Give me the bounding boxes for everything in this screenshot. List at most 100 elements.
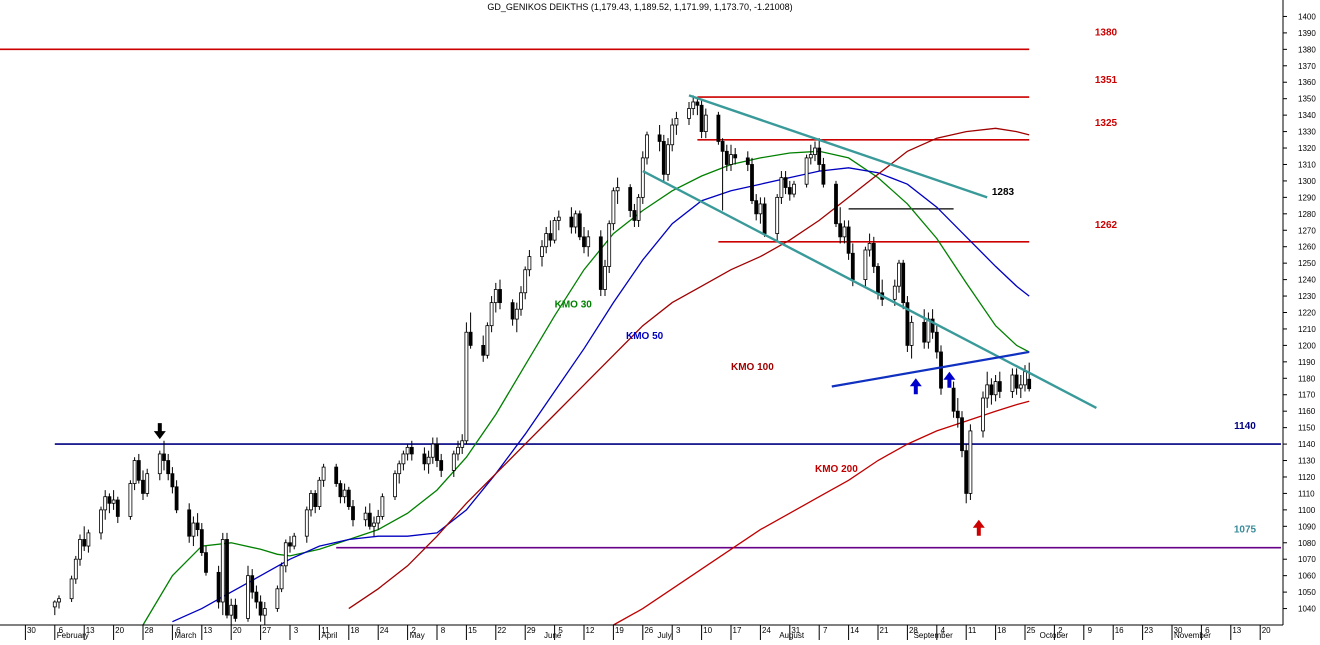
- candle-body: [111, 499, 116, 504]
- month-label: July: [657, 631, 671, 640]
- level-lines: 1380 1351 1325 1283 1262 1140 1075: [0, 27, 1281, 549]
- candle-body: [1027, 378, 1032, 390]
- candle-body: [733, 154, 738, 159]
- candle-body: [901, 262, 906, 304]
- candle-body: [309, 493, 313, 511]
- candle-body: [808, 154, 813, 159]
- y-tick-label: 1160: [1298, 407, 1316, 416]
- candle-body: [632, 210, 637, 221]
- candle-body: [1014, 374, 1019, 389]
- candle-body: [867, 243, 872, 251]
- x-tick-label: 15: [468, 626, 477, 635]
- candle-body: [817, 147, 822, 165]
- candle-body: [960, 417, 964, 452]
- candle-body: [909, 321, 914, 346]
- x-tick-label: 6: [176, 626, 181, 635]
- x-tick-label: 30: [1174, 626, 1183, 635]
- candle-body: [716, 114, 721, 142]
- x-tick-label: 7: [823, 626, 828, 635]
- moving-average-line: [142, 150, 1030, 626]
- candle-body: [892, 285, 897, 300]
- candle-body: [216, 571, 221, 603]
- candle-body: [338, 483, 343, 498]
- candle-body: [82, 539, 87, 547]
- candle-body: [409, 446, 414, 455]
- candle-body: [103, 496, 108, 511]
- candle-body: [199, 529, 204, 554]
- x-tick-label: 6: [59, 626, 64, 635]
- x-tick-label: 10: [703, 626, 712, 635]
- x-tick-label: 2: [1058, 626, 1063, 635]
- x-tick-label: 22: [497, 626, 506, 635]
- candle-body: [145, 473, 150, 494]
- x-tick-label: 12: [586, 626, 595, 635]
- candle-body: [481, 344, 486, 356]
- ma-label: KMO 30: [555, 300, 593, 311]
- candle-body: [905, 302, 910, 346]
- candle-body: [73, 558, 78, 580]
- ma-label: KMO 100: [731, 362, 774, 373]
- candle-body: [485, 325, 490, 356]
- candle-body: [430, 443, 435, 458]
- candle-body: [78, 539, 82, 560]
- candle-body: [456, 446, 460, 455]
- candle-body: [582, 236, 586, 248]
- month-label: February: [57, 631, 89, 640]
- candle-body: [493, 289, 498, 304]
- x-tick-label: 20: [115, 626, 124, 635]
- candle-body: [262, 608, 267, 616]
- candle-body: [510, 302, 515, 320]
- x-tick-label: 11: [968, 626, 977, 635]
- candle-body: [838, 223, 843, 238]
- month-label: August: [779, 631, 805, 640]
- candle-body: [141, 479, 145, 494]
- candle-body: [527, 256, 532, 271]
- y-tick-label: 1310: [1298, 160, 1316, 169]
- month-label: September: [914, 631, 953, 640]
- candle-body: [775, 196, 780, 234]
- y-tick-label: 1360: [1298, 78, 1316, 87]
- candle-body: [426, 456, 431, 465]
- candle-body: [645, 134, 649, 159]
- candle-body: [376, 516, 381, 524]
- candle-body: [930, 318, 935, 333]
- candle-body: [661, 141, 666, 175]
- candle-body: [636, 196, 641, 221]
- x-tick-label: 24: [380, 626, 389, 635]
- x-tick-label: 3: [676, 626, 681, 635]
- y-axis: 1040 1050 1060 1070 1080 1090 1100 1110 1120 1130…: [1282, 0, 1316, 625]
- ma-label: KMO 200: [815, 464, 858, 475]
- y-tick-label: 1290: [1298, 193, 1316, 202]
- candle-body: [552, 219, 557, 241]
- candle-body: [577, 213, 582, 238]
- candle-body: [724, 150, 729, 165]
- month-label: October: [1040, 631, 1069, 640]
- x-tick-label: 23: [1144, 626, 1153, 635]
- candle-body: [393, 473, 397, 498]
- candle-body: [162, 453, 166, 461]
- x-tick-label: 27: [262, 626, 271, 635]
- candle-body: [254, 591, 259, 603]
- y-tick-label: 1090: [1298, 522, 1316, 531]
- candle-body: [136, 460, 141, 481]
- candle-body: [346, 489, 351, 507]
- y-tick-label: 1190: [1298, 358, 1316, 367]
- y-tick-label: 1220: [1298, 309, 1316, 318]
- candle-body: [863, 249, 868, 281]
- level-label: 1351: [1095, 75, 1118, 86]
- candle-body: [850, 252, 855, 281]
- candle-body: [544, 233, 549, 248]
- candle-body: [195, 522, 200, 531]
- y-tick-label: 1070: [1298, 555, 1316, 564]
- candle-body: [657, 134, 662, 142]
- candle-body: [968, 430, 973, 494]
- candle-body: [674, 118, 679, 126]
- level-label: 1283: [992, 187, 1015, 198]
- candle-body: [846, 226, 851, 254]
- candle-body: [989, 384, 994, 396]
- x-tick-label: 26: [644, 626, 653, 635]
- candle-body: [687, 108, 691, 119]
- candle-body: [792, 183, 796, 195]
- candle-body: [86, 532, 91, 547]
- candle-body: [321, 466, 326, 481]
